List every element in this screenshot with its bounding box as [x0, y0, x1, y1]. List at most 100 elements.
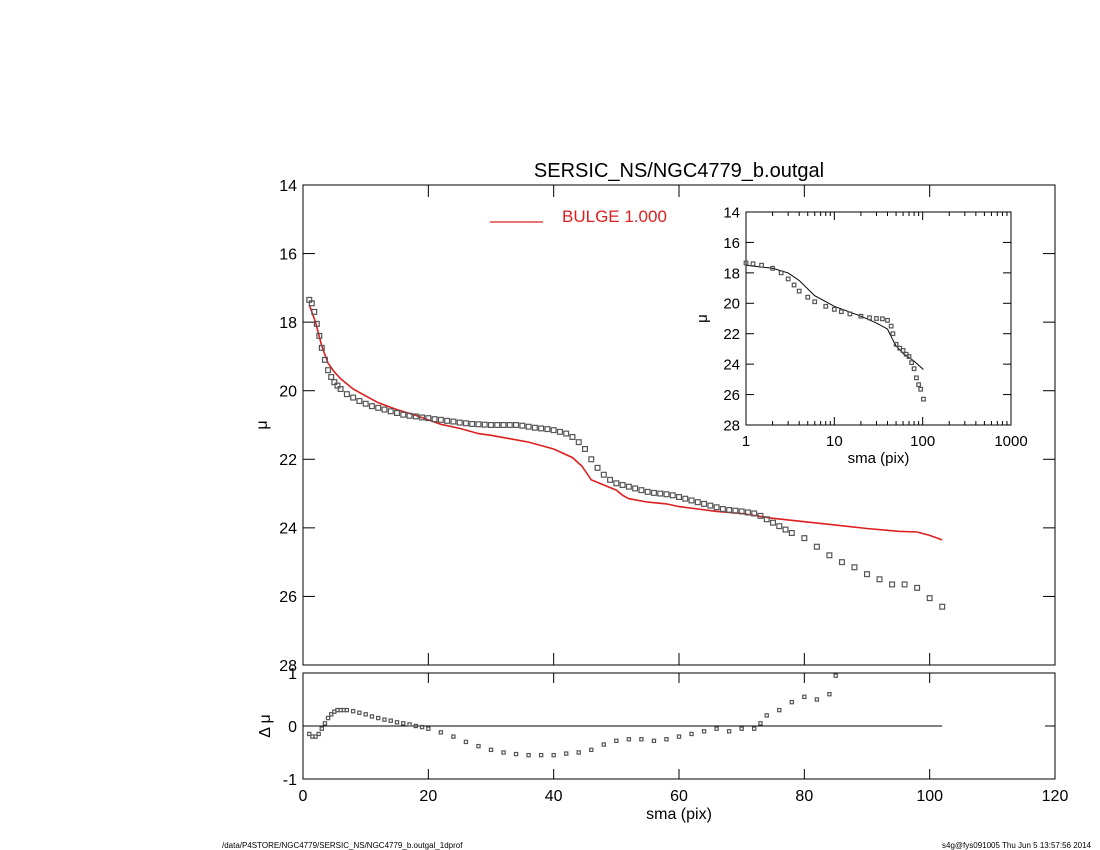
data-point [506, 422, 513, 429]
data-point [914, 584, 921, 591]
data-point [334, 382, 341, 389]
data-point [462, 420, 469, 427]
y-tick-label: 18 [279, 315, 297, 332]
plot-frame [745, 211, 1012, 426]
data-point [751, 510, 758, 517]
y-tick-label: 22 [723, 326, 740, 343]
data-point [770, 265, 775, 271]
inset-panel: 1 10 100 1000 14 16 18 20 22 24 26 28 μ sma (pix) [694, 204, 1028, 467]
data-point [601, 742, 607, 747]
data-point [350, 394, 357, 401]
data-point [805, 294, 811, 300]
data-point [651, 738, 657, 744]
data-point [613, 480, 620, 487]
x-tick-label: 40 [545, 788, 563, 805]
data-point [406, 412, 413, 419]
data-point [319, 726, 325, 731]
data-point [785, 276, 791, 282]
data-point [321, 356, 328, 363]
data-point [589, 747, 594, 753]
data-point [500, 422, 507, 429]
x-tick-label: 10 [826, 433, 843, 450]
data-point [838, 309, 844, 315]
data-point [488, 747, 494, 753]
y-tick-label: 24 [723, 357, 740, 374]
data-point [311, 308, 318, 315]
data-point [438, 730, 444, 735]
data-point [526, 752, 531, 758]
data-point [325, 715, 331, 721]
data-point [575, 439, 582, 446]
data-point [307, 731, 312, 737]
y-tick-label: -1 [283, 772, 297, 789]
data-point [329, 712, 334, 717]
data-point [463, 739, 469, 745]
data-point [879, 316, 885, 322]
y-axis-label: Δ μ [257, 714, 274, 737]
data-point [676, 734, 682, 739]
y-tick-label: 24 [279, 521, 297, 538]
y-tick-label: 14 [723, 204, 740, 221]
data-point [713, 504, 720, 511]
data-point [918, 386, 924, 392]
data-point [758, 721, 763, 726]
y-tick-label: 16 [723, 235, 740, 252]
data-point [778, 270, 784, 276]
data-point [900, 348, 906, 353]
data-point [889, 581, 896, 588]
data-point [732, 507, 739, 514]
data-point [513, 751, 519, 757]
data-point [475, 421, 482, 428]
data-point [916, 382, 922, 388]
data-point [357, 710, 362, 715]
data-point [325, 367, 332, 374]
x-axis-label: sma (pix) [848, 450, 910, 467]
data-point [456, 419, 463, 426]
data-point [316, 731, 321, 737]
data-point [444, 417, 451, 424]
data-point [337, 386, 344, 393]
y-tick-label: 14 [279, 178, 297, 195]
x-tick-label: 80 [795, 788, 813, 805]
data-point [600, 471, 607, 478]
data-point [419, 724, 425, 730]
data-point [826, 552, 833, 559]
data-point [694, 499, 701, 506]
data-point [531, 424, 538, 431]
data-point [313, 320, 320, 327]
data-point [764, 713, 769, 718]
data-point [607, 476, 614, 483]
data-point [921, 396, 926, 402]
data-point [626, 737, 632, 742]
data-point [823, 303, 829, 309]
data-point [412, 413, 419, 420]
data-point [750, 261, 756, 267]
data-point [451, 734, 456, 739]
x-tick-label: 0 [299, 788, 308, 805]
data-point [343, 391, 350, 398]
y-tick-label: 26 [723, 387, 740, 404]
data-point [625, 483, 632, 490]
data-point [551, 752, 556, 758]
data-point [838, 559, 845, 566]
data-point [893, 341, 899, 347]
data-point [701, 500, 708, 507]
data-point [802, 694, 807, 700]
data-point [743, 260, 749, 266]
x-tick-label: 60 [670, 788, 688, 805]
data-point [833, 673, 838, 678]
data-point [664, 737, 669, 742]
data-point [885, 317, 890, 323]
data-point [906, 354, 912, 359]
y-tick-label: 26 [279, 589, 297, 606]
data-point [381, 406, 388, 413]
data-point [688, 497, 695, 504]
data-point [614, 738, 619, 744]
data-point [876, 576, 883, 583]
data-point [331, 379, 338, 386]
data-point [812, 299, 818, 305]
data-point [388, 718, 393, 723]
x-axis-label: sma (pix) [646, 806, 712, 823]
